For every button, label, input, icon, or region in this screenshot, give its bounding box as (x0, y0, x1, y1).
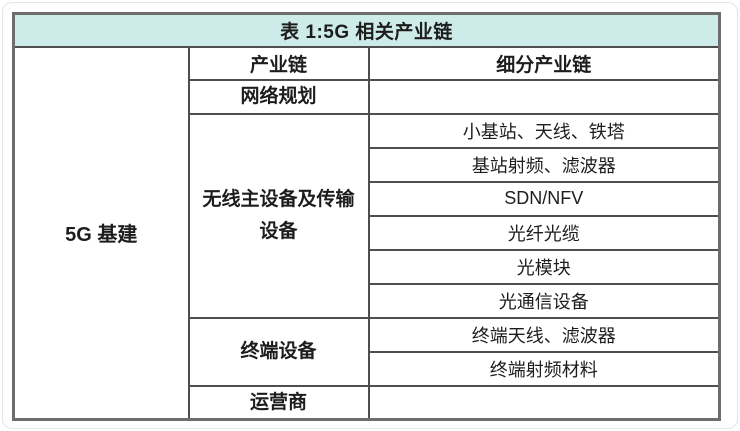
table-title: 表 1:5G 相关产业链 (12, 12, 721, 48)
subchain-empty-network-planning (367, 78, 721, 115)
subchain-small-basestation-antenna-tower: 小基站、天线、铁塔 (367, 112, 721, 149)
table-row: 无线主设备及传输设备 小基站、天线、铁塔 (14, 112, 721, 319)
table-row: 基站射频、滤波器 (14, 146, 721, 183)
subchain-empty-operator (367, 384, 721, 421)
subchain-terminal-antenna-filter: 终端天线、滤波器 (367, 316, 721, 353)
left-header-5g-infrastructure: 5G 基建 (12, 45, 190, 421)
chain-operator: 运营商 (187, 384, 370, 421)
table-row: 光模块 (14, 248, 721, 285)
subchain-sdn-nfv: SDN/NFV (367, 180, 721, 217)
subchain-optical-module: 光模块 (367, 248, 721, 285)
subchain-optical-communication-equipment: 光通信设备 (367, 282, 721, 319)
subchain-optical-fiber-cable: 光纤光缆 (367, 214, 721, 251)
table-row: 终端射频材料 (14, 350, 721, 387)
table-row: 网络规划 (14, 78, 721, 115)
subchain-terminal-rf-material: 终端射频材料 (367, 350, 721, 387)
column-header-subchain: 细分产业链 (367, 45, 721, 81)
header-row: 5G 基建 产业链 细分产业链 (12, 45, 721, 421)
industry-chain-table: 表 1:5G 相关产业链 5G 基建 产业链 细分产业链 网络规划 无线主设备及… (12, 12, 722, 421)
table-row: 终端设备 终端天线、滤波器 (14, 316, 721, 387)
chain-wireless-main-and-transmission-equipment: 无线主设备及传输设备 (187, 112, 370, 319)
table-row: 光通信设备 (14, 282, 721, 319)
table-row: 运营商 (14, 384, 721, 421)
table-row: SDN/NFV (14, 180, 721, 217)
table-row: 光纤光缆 (14, 214, 721, 251)
chain-terminal-equipment: 终端设备 (187, 316, 370, 387)
chain-network-planning: 网络规划 (187, 78, 370, 115)
title-row: 表 1:5G 相关产业链 (12, 12, 721, 48)
subchain-basestation-rf-filter: 基站射频、滤波器 (367, 146, 721, 183)
column-header-chain: 产业链 (187, 45, 370, 81)
